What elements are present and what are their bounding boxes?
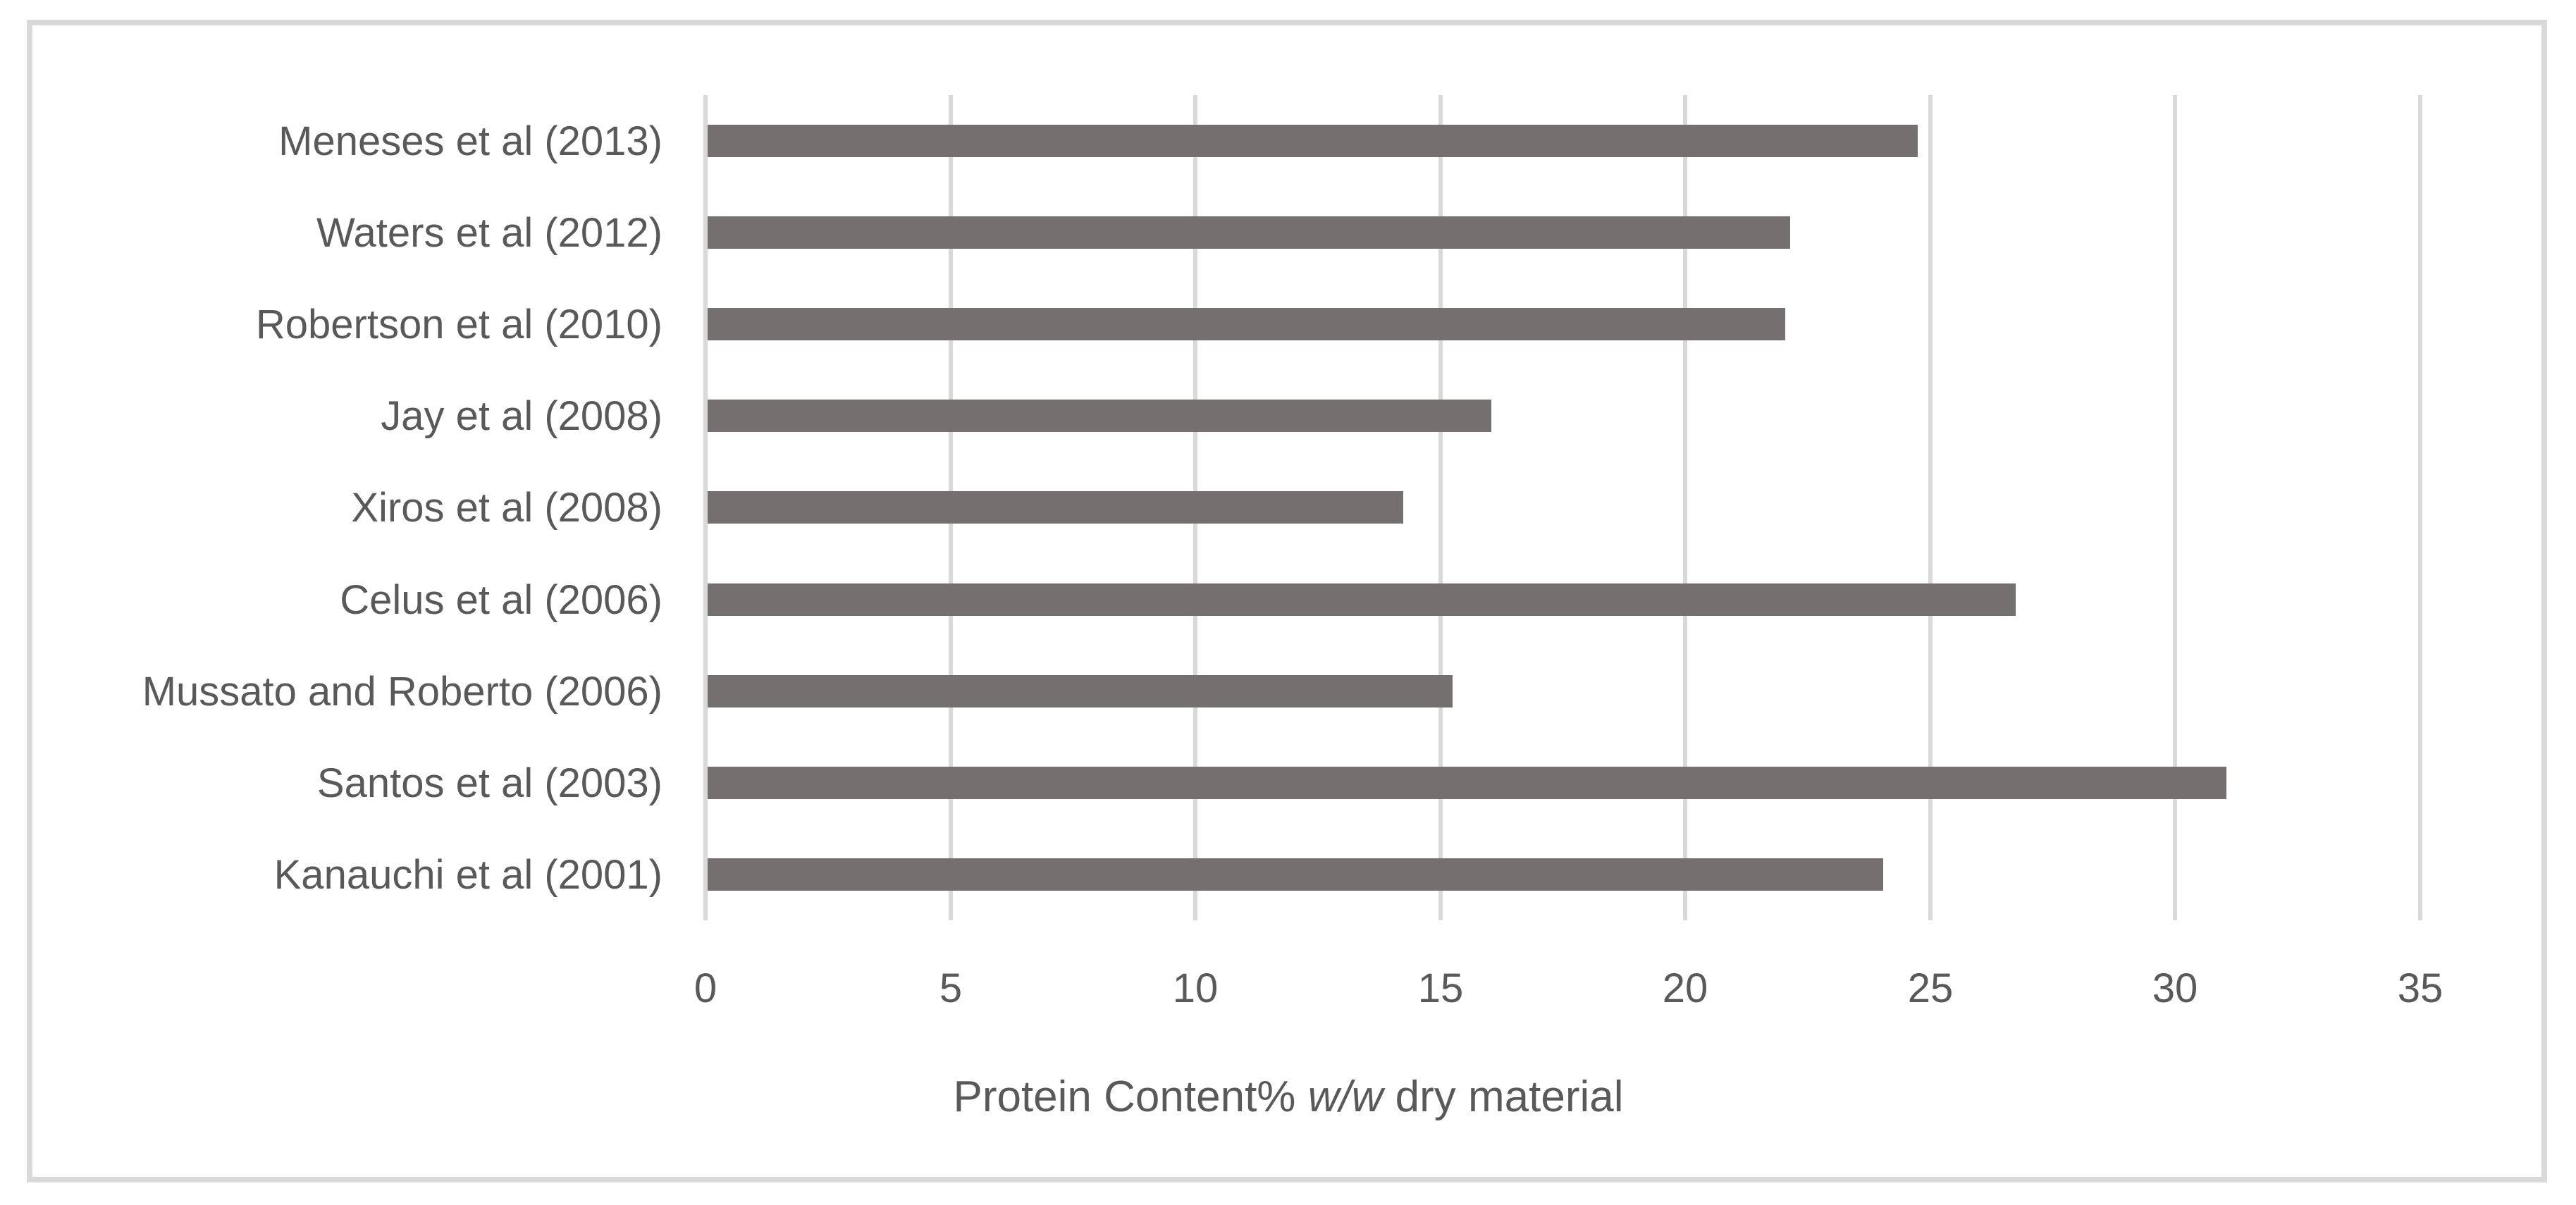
plot-area — [703, 95, 2425, 920]
bar-1 — [708, 125, 1918, 157]
x-axis-title-prefix: Protein Content% — [953, 1073, 1308, 1121]
category-label-3: Robertson et al (2010) — [255, 301, 663, 347]
x-tick-label-0: 0 — [694, 965, 717, 1011]
x-tick-label-20: 20 — [1662, 965, 1708, 1011]
x-tick-label-25: 25 — [1907, 965, 1954, 1011]
category-label-7: Mussato and Roberto (2006) — [142, 668, 663, 715]
x-axis-title: Protein Content% w/w dry material — [30, 1065, 2547, 1129]
category-label-1: Meneses et al (2013) — [278, 118, 663, 164]
x-axis-title-suffix: dry material — [1383, 1073, 1624, 1121]
bar-4 — [708, 400, 1491, 432]
bar-5 — [708, 491, 1403, 524]
x-tick-label-15: 15 — [1417, 965, 1464, 1011]
bar-2 — [708, 216, 1790, 249]
category-label-5: Xiros et al (2008) — [351, 484, 663, 531]
category-label-6: Celus et al (2006) — [340, 576, 663, 623]
x-tick-label-30: 30 — [2152, 965, 2198, 1011]
gridline-x-15 — [1438, 95, 1443, 920]
gridline-x-30 — [2173, 95, 2177, 920]
x-tick-label-10: 10 — [1172, 965, 1219, 1011]
category-label-8: Santos et al (2003) — [316, 760, 663, 806]
gridline-x-25 — [1928, 95, 1933, 920]
bar-8 — [708, 767, 2226, 799]
category-label-9: Kanauchi et al (2001) — [273, 851, 663, 898]
gridline-x-0 — [703, 95, 708, 920]
gridline-x-20 — [1683, 95, 1687, 920]
bar-9 — [708, 858, 1883, 891]
bar-6 — [708, 583, 2016, 616]
gridline-x-35 — [2418, 95, 2422, 920]
x-tick-label-35: 35 — [2397, 965, 2443, 1011]
bar-3 — [708, 308, 1785, 340]
x-tick-label-5: 5 — [939, 965, 963, 1011]
bar-7 — [708, 675, 1453, 707]
category-label-2: Waters et al (2012) — [316, 209, 663, 256]
category-label-4: Jay et al (2008) — [381, 393, 663, 439]
x-axis-title-italic: w/w — [1307, 1073, 1383, 1121]
